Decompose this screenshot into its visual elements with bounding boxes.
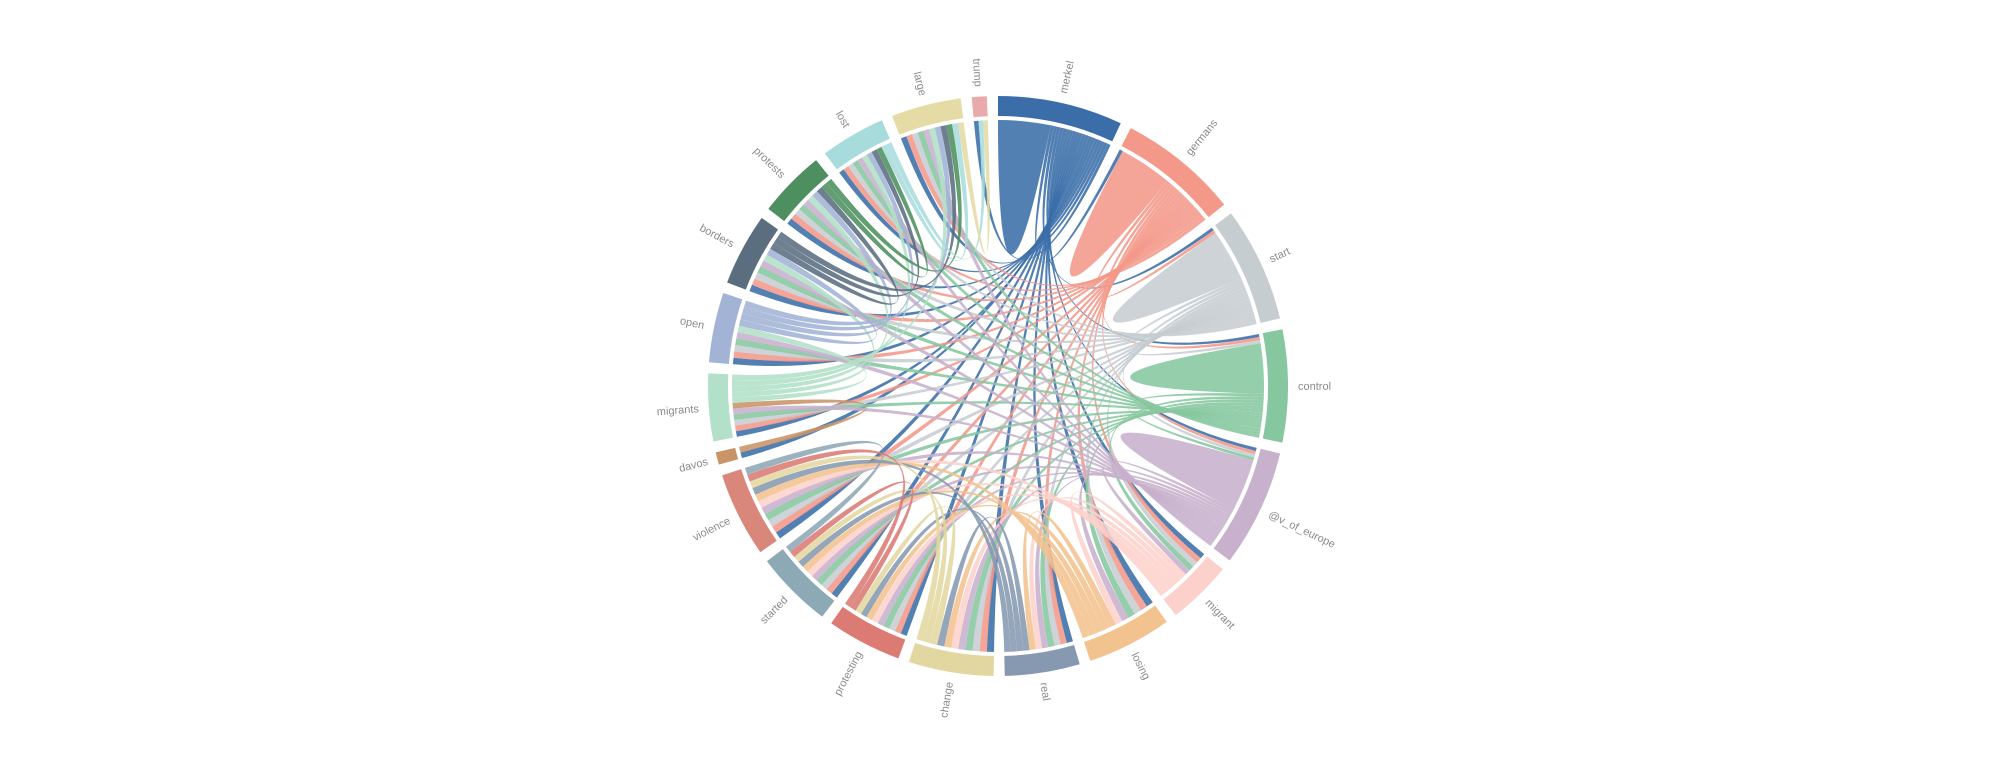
ribbon-control-migrants [733,401,1262,423]
ribbon-control-open [735,338,1262,426]
ribbon-open-protests [740,191,892,337]
ribbon-change-started [794,488,948,644]
ribbon-merkel-real [1033,129,1074,643]
group-label-trump: trump [970,58,984,87]
ribbon-migrants-open [732,325,867,403]
group-arc-started[interactable] [766,549,835,617]
ribbon-start-change [972,292,1249,652]
group-arc-large[interactable] [892,98,964,135]
group-label-real: real [1037,682,1052,702]
group-label-davos: davos [678,456,710,475]
group-arcs [707,96,1288,676]
group-arc-davos[interactable] [715,447,739,465]
ribbon-losing-protesting [866,504,1103,634]
ribbon-v_of_europe-borders [760,260,1219,538]
group-label-protesting: protesting [832,649,865,697]
ribbon-protesting-started [790,481,914,611]
group-label-germans: germans [1184,117,1221,158]
ribbon-started-violence [744,440,884,552]
group-arc-migrant[interactable] [1163,556,1223,616]
ribbon-migrant-protesting [871,493,1174,624]
ribbon-borders-lost [773,149,920,297]
group-arc-change[interactable] [908,642,994,676]
group-arc-trump[interactable] [971,96,988,118]
group-label-violence: violence [691,515,732,544]
group-arc-violence[interactable] [722,469,777,553]
group-label-large: large [911,70,929,97]
ribbon-losing-violence [755,461,1090,639]
group-label-open: open [679,315,705,332]
group-label-lost: lost [833,109,852,130]
ribbon-borders-large [777,125,957,292]
group-label-losing: losing [1128,651,1152,682]
group-label-migrants: migrants [656,403,699,418]
group-label-v_of_europe: @v_of_europe [1266,509,1337,551]
group-arc-merkel[interactable] [998,96,1121,142]
ribbon-borders-protests [770,186,899,305]
ribbon-germans-germans [1069,151,1168,277]
ribbon-change-violence [749,455,941,642]
group-label-merkel: merkel [1058,60,1077,95]
group-arc-protests[interactable] [768,160,829,222]
group-label-migrant: migrant [1203,597,1237,632]
group-arc-real[interactable] [1004,645,1080,676]
group-arc-open[interactable] [708,292,743,364]
ribbon-lost-trump [886,120,985,260]
group-arc-v_of_europe[interactable] [1213,448,1281,561]
ribbon-migrants-protests [732,195,889,392]
ribbon-davos-migrants [732,399,868,453]
group-arc-germans[interactable] [1121,128,1225,218]
ribbon-migrant-losing [1070,491,1186,625]
group-label-change: change [938,681,956,719]
ribbon-lost-large [881,123,969,261]
group-arc-start[interactable] [1214,213,1280,324]
ribbon-large-trump [957,120,990,254]
group-arc-losing[interactable] [1083,605,1167,661]
group-arc-migrants[interactable] [707,373,733,442]
ribbon-v_of_europe-v_of_europe [1120,432,1254,510]
ribbon-control-control [1130,343,1264,394]
group-label-started: started [758,594,790,626]
group-label-start: start [1268,245,1292,265]
group-label-borders: borders [697,222,736,250]
ribbon-merkel-protesting [900,131,1080,636]
ribbon-real-violence [752,459,1011,652]
ribbons [732,120,1264,652]
group-arc-control[interactable] [1262,329,1288,443]
group-arc-protesting[interactable] [831,606,906,659]
group-label-protests: protests [751,145,788,181]
group-arc-borders[interactable] [727,217,778,290]
ribbon-v_of_europe-migrant [1102,460,1234,575]
ribbon-merkel-borders [749,138,1099,318]
ribbon-start-start [1112,232,1242,323]
ribbon-migrant-started [807,482,1170,593]
ribbon-merkel-merkel [998,120,1051,255]
group-arc-lost[interactable] [824,120,890,170]
ribbon-losing-real [1022,511,1116,651]
ribbon-control-v_of_europe [1128,393,1264,461]
group-label-control: control [1298,381,1331,393]
ribbon-open-lost [742,151,914,331]
ribbon-germans-started [826,199,1190,594]
ribbon-real-change [937,516,1030,651]
